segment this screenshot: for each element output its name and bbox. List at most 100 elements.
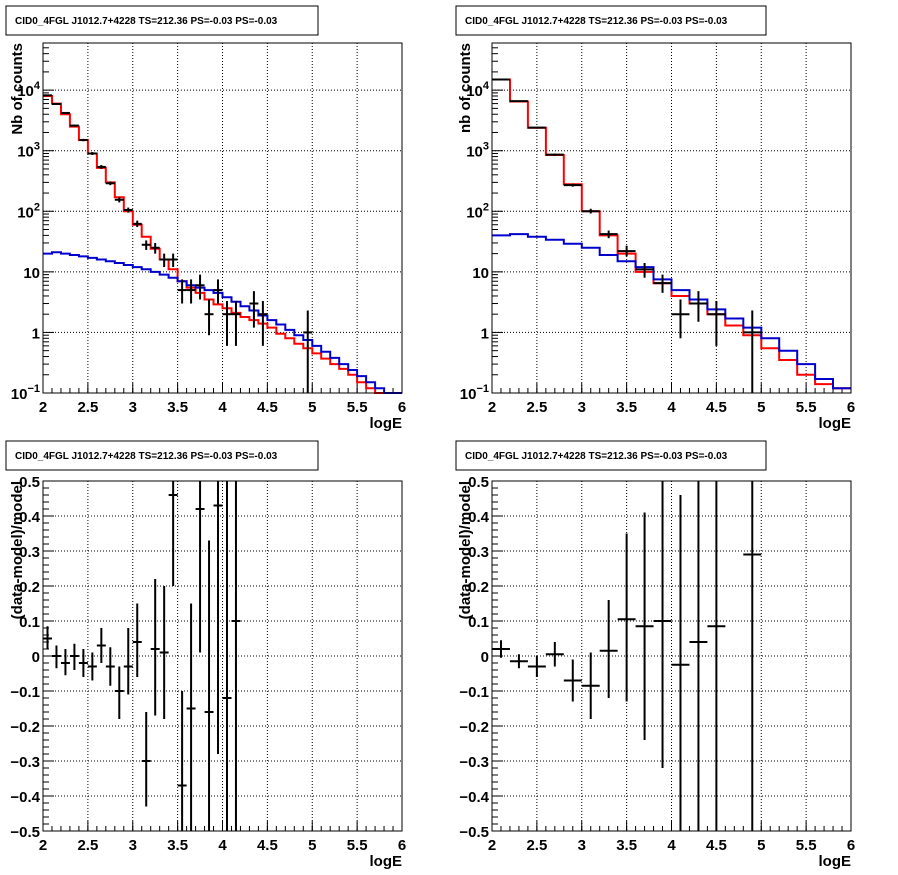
y-tick-label: −0.3: [10, 754, 40, 771]
data-point: [195, 274, 205, 300]
data-point: [231, 481, 241, 831]
x-tick-label: 5: [757, 399, 765, 416]
data-point: [186, 279, 196, 304]
y-tick-label: 10: [23, 265, 40, 282]
x-tick-label: 3.5: [167, 837, 188, 854]
y-tick-label: −0.1: [10, 684, 40, 701]
x-tick-label: 4: [667, 837, 676, 854]
data-point: [159, 586, 169, 719]
chart-panel-top-right: CID0_4FGL J1012.7+4228 TS=212.36 PS=-0.0…: [455, 5, 855, 432]
plot-frame: [42, 480, 403, 832]
y-tick-label: −0.3: [459, 754, 489, 771]
data-point: [123, 628, 133, 695]
data-point: [689, 481, 708, 831]
data-point: [204, 299, 214, 336]
x-tick-label: 5.5: [796, 837, 817, 854]
y-tick-label: 103: [466, 141, 489, 161]
x-tick-label: 2: [488, 399, 496, 416]
data-point: [258, 301, 268, 346]
data-point: [303, 310, 313, 393]
x-tick-label: 4: [218, 399, 227, 416]
data-point: [43, 94, 52, 97]
data-point: [707, 301, 726, 346]
data-point: [51, 645, 61, 669]
data-point: [689, 291, 708, 322]
data-point: [78, 138, 88, 142]
x-axis-label: logE: [819, 415, 852, 432]
data-point: [492, 640, 510, 658]
x-tick-label: 2.5: [526, 399, 547, 416]
data-point: [69, 124, 79, 127]
y-tick-label: 10: [472, 265, 489, 282]
data-point: [114, 197, 124, 203]
x-tick-label: 2.5: [77, 399, 98, 416]
chart-title: CID0_4FGL J1012.7+4228 TS=212.36 PS=-0.0…: [15, 451, 278, 462]
chart-title: CID0_4FGL J1012.7+4228 TS=212.36 PS=-0.0…: [465, 16, 728, 27]
y-axis-label: nb of counts: [457, 43, 474, 133]
data-point: [132, 603, 142, 677]
data-point: [60, 649, 70, 676]
series-background-model: [492, 233, 851, 390]
data-point: [132, 220, 142, 228]
data-point: [141, 712, 151, 807]
data-point: [581, 652, 600, 719]
x-tick-label: 4: [218, 837, 227, 854]
data-point: [563, 183, 582, 187]
data-point: [87, 152, 97, 155]
x-tick-label: 5: [757, 837, 765, 854]
data-point: [671, 495, 690, 831]
y-tick-label: 0: [32, 649, 40, 666]
y-tick-label: 0.4: [468, 509, 490, 526]
y-tick-label: −0.4: [459, 789, 489, 806]
title-box: [455, 5, 767, 36]
data-point: [123, 207, 133, 213]
data-point: [51, 103, 61, 106]
data-point: [168, 253, 178, 268]
y-tick-label: 102: [466, 201, 489, 221]
x-axis-label: logE: [370, 853, 403, 870]
data-point: [78, 649, 88, 677]
data-point: [43, 626, 52, 649]
x-tick-label: 3: [129, 837, 137, 854]
x-tick-label: 6: [847, 399, 855, 416]
data-point: [249, 291, 259, 328]
y-tick-label: −0.5: [10, 824, 40, 841]
data-point: [545, 153, 564, 156]
data-point: [617, 245, 636, 257]
data-point: [168, 481, 178, 586]
y-tick-label: 0.1: [468, 614, 489, 631]
x-tick-label: 3.5: [616, 837, 637, 854]
data-point: [150, 242, 160, 254]
y-tick-label: 10−1: [460, 383, 489, 403]
data-point: [177, 691, 187, 831]
data-point: [222, 301, 232, 346]
y-tick-label: −0.4: [10, 789, 40, 806]
y-tick-label: 104: [466, 80, 490, 100]
chart-title: CID0_4FGL J1012.7+4228 TS=212.36 PS=-0.0…: [15, 16, 278, 27]
data-point: [231, 301, 241, 346]
x-tick-label: 2: [39, 837, 47, 854]
x-tick-label: 3: [578, 837, 586, 854]
y-tick-label: 0.5: [468, 474, 489, 491]
chart-panel-top-left: CID0_4FGL J1012.7+4228 TS=212.36 PS=-0.0…: [5, 5, 406, 432]
data-point: [635, 263, 654, 278]
y-tick-label: 0.5: [19, 474, 40, 491]
data-point: [545, 642, 564, 667]
x-tick-label: 2: [39, 399, 47, 416]
x-tick-label: 5: [308, 399, 316, 416]
data-point: [195, 481, 205, 653]
x-tick-label: 5: [308, 837, 316, 854]
y-tick-label: 10−1: [11, 383, 40, 403]
y-tick-label: −0.2: [459, 719, 489, 736]
x-tick-label: 4.5: [706, 837, 727, 854]
x-tick-label: 2.5: [526, 837, 547, 854]
data-point: [105, 181, 115, 186]
plot-frame: [491, 42, 852, 394]
data-point: [492, 78, 510, 81]
chart-title: CID0_4FGL J1012.7+4228 TS=212.36 PS=-0.0…: [465, 451, 728, 462]
data-point: [69, 643, 79, 670]
x-tick-label: 4.5: [706, 399, 727, 416]
data-point: [105, 647, 115, 686]
data-point: [617, 533, 636, 702]
